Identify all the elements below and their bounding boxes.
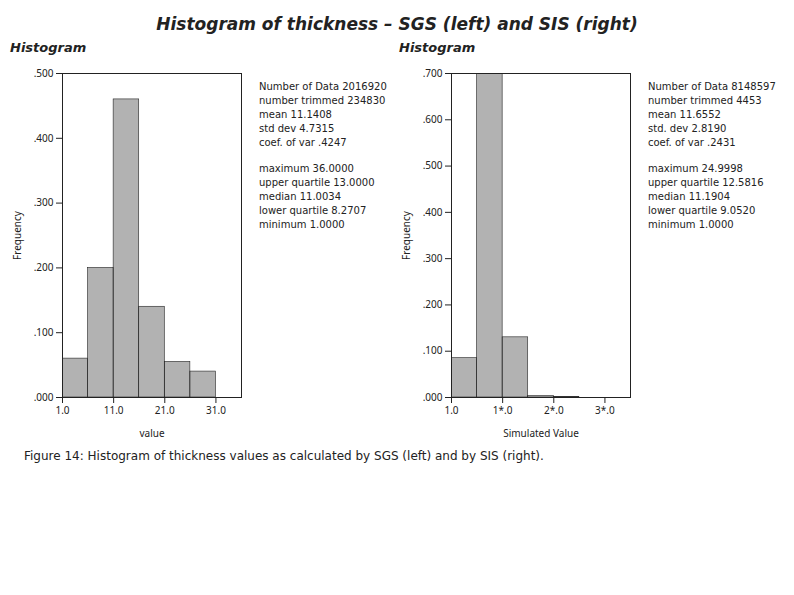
html-text:std dev 4.7315: std dev 4.7315 bbox=[259, 123, 335, 134]
html-text:number trimmed 234830: number trimmed 234830 bbox=[259, 95, 386, 106]
html-text:Figure 14: Histogram of thickn: Figure 14: Histogram of thickness values… bbox=[24, 449, 544, 463]
svg-text:2*.0: 2*.0 bbox=[544, 403, 564, 417]
svg-text:.100: .100 bbox=[423, 343, 443, 357]
svg-text:.300: .300 bbox=[34, 195, 54, 209]
svg-text:.000: .000 bbox=[34, 390, 54, 404]
svg-text:.500: .500 bbox=[34, 66, 54, 80]
svg-text:.400: .400 bbox=[423, 205, 443, 219]
svg-text:.700: .700 bbox=[423, 66, 443, 80]
html-text:lower quartile 9.0520: lower quartile 9.0520 bbox=[648, 205, 756, 216]
svg-text:.400: .400 bbox=[34, 131, 54, 145]
html-text:Histogram: Histogram bbox=[10, 40, 87, 55]
svg-text:value: value bbox=[139, 426, 164, 440]
svg-text:.500: .500 bbox=[423, 158, 443, 172]
html-text:mean 11.6552: mean 11.6552 bbox=[648, 109, 721, 120]
html-text:Histogram: Histogram bbox=[399, 40, 476, 55]
svg-text:.300: .300 bbox=[423, 251, 443, 265]
svg-text:1.0: 1.0 bbox=[444, 403, 458, 417]
html-text:minimum 1.0000: minimum 1.0000 bbox=[648, 219, 734, 230]
svg-text:31.0: 31.0 bbox=[206, 403, 226, 417]
html-text:Histogram of thickness – SGS (: Histogram of thickness – SGS (left) and … bbox=[156, 14, 638, 34]
svg-text:1.0: 1.0 bbox=[55, 403, 69, 417]
html-text:minimum 1.0000: minimum 1.0000 bbox=[259, 219, 345, 230]
svg-text:21.0: 21.0 bbox=[155, 403, 175, 417]
svg-text:Simulated Value: Simulated Value bbox=[503, 426, 579, 440]
svg-text:1*.0: 1*.0 bbox=[493, 403, 513, 417]
html-text:Number of Data 8148597: Number of Data 8148597 bbox=[648, 81, 776, 92]
html-text:coef. of var .4247: coef. of var .4247 bbox=[259, 137, 347, 148]
svg-text:.600: .600 bbox=[423, 112, 443, 126]
svg-text:3*.0: 3*.0 bbox=[595, 403, 615, 417]
html-text:median 11.1904: median 11.1904 bbox=[648, 191, 730, 202]
html-text:std. dev 2.8190: std. dev 2.8190 bbox=[648, 123, 727, 134]
html-text:lower quartile 8.2707: lower quartile 8.2707 bbox=[259, 205, 367, 216]
html-text:number trimmed 4453: number trimmed 4453 bbox=[648, 95, 762, 106]
html-text:maximum 24.9998: maximum 24.9998 bbox=[648, 163, 743, 174]
svg-text:.200: .200 bbox=[423, 297, 443, 311]
html-text:Number of Data 2016920: Number of Data 2016920 bbox=[259, 81, 387, 92]
svg-text:.000: .000 bbox=[423, 390, 443, 404]
html-text:mean 11.1408: mean 11.1408 bbox=[259, 109, 332, 120]
html-text:maximum 36.0000: maximum 36.0000 bbox=[259, 163, 354, 174]
svg-text:Frequency: Frequency bbox=[10, 210, 24, 260]
html-text:upper quartile 13.0000: upper quartile 13.0000 bbox=[259, 177, 375, 188]
html-text:median 11.0034: median 11.0034 bbox=[259, 191, 341, 202]
svg-text:11.0: 11.0 bbox=[104, 403, 124, 417]
html-text:coef. of var .2431: coef. of var .2431 bbox=[648, 137, 736, 148]
html-text:upper quartile 12.5816: upper quartile 12.5816 bbox=[648, 177, 764, 188]
svg-text:Frequency: Frequency bbox=[399, 210, 413, 260]
svg-text:.200: .200 bbox=[34, 260, 54, 274]
svg-text:.100: .100 bbox=[34, 325, 54, 339]
